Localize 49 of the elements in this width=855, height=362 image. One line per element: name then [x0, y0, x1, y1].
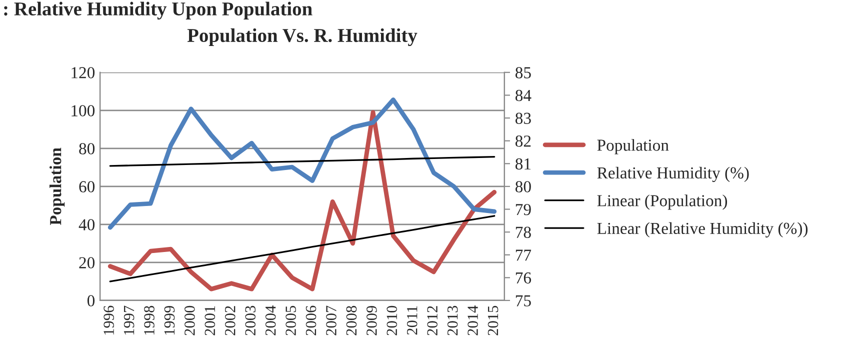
x-tick-label: 2010: [386, 306, 398, 336]
legend-label: Linear (Relative Humidity (%)): [597, 222, 808, 238]
x-tick-label: 2013: [447, 306, 458, 336]
legend-label: Relative Humidity (%): [597, 166, 749, 182]
y2-tick-label: 84: [516, 90, 532, 102]
x-tick-label: 1996: [104, 306, 114, 335]
x-tick-label: 2008: [346, 306, 357, 336]
y2-tick-label: 78: [516, 226, 531, 238]
x-tick-label: 2001: [204, 306, 216, 336]
y2-tick-label: 80: [516, 181, 531, 192]
x-tick-label: 2003: [245, 306, 256, 336]
y-tick-label: 40: [78, 219, 95, 230]
y2-tick-label: 75: [516, 295, 531, 306]
legend-label: Population: [597, 139, 669, 154]
y2-tick-label: 77: [516, 250, 532, 261]
x-tick-label: 2007: [326, 306, 336, 336]
x-tick-label: 2004: [265, 306, 276, 336]
y2-tick-label: 76: [516, 272, 532, 284]
x-tick-label: 1997: [124, 306, 134, 335]
x-tick-label: 2011: [406, 306, 418, 335]
x-tick-label: 2009: [366, 306, 377, 336]
line-series: [109, 215, 496, 282]
y-tick-label: 100: [72, 105, 95, 116]
y-tick-label: 80: [79, 143, 95, 154]
y2-tick-label: 82: [516, 136, 531, 147]
x-tick-label: 2006: [306, 306, 316, 336]
line-series: [109, 156, 496, 167]
x-tick-label: 1998: [144, 306, 154, 335]
x-tick-label: 2000: [184, 306, 195, 336]
y2-tick-label: 81: [516, 158, 531, 170]
y-tick-label: 20: [79, 257, 95, 268]
y-tick-label: 60: [79, 181, 95, 192]
line-series: [108, 110, 497, 292]
text: : Relative Humidity Upon Population: [4, 2, 312, 20]
x-tick-label: 2012: [427, 306, 438, 336]
x-tick-label: 2005: [286, 306, 296, 336]
chart-title: Population Vs. R. Humidity: [187, 28, 418, 46]
y-axis-title: Population: [50, 148, 65, 226]
y2-tick-label: 83: [516, 112, 531, 124]
x-tick-label: 1999: [164, 306, 175, 335]
x-tick-label: 2002: [224, 306, 236, 336]
x-tick-label: 2015: [488, 306, 498, 336]
y2-tick-label: 85: [516, 67, 531, 78]
line-series: [108, 98, 497, 230]
legend-label: Linear (Population): [597, 194, 728, 210]
y-tick-label: 0: [87, 295, 95, 306]
y-tick-label: 120: [72, 67, 95, 78]
y2-tick-label: 79: [516, 204, 531, 216]
x-tick-label: 2014: [468, 306, 478, 336]
